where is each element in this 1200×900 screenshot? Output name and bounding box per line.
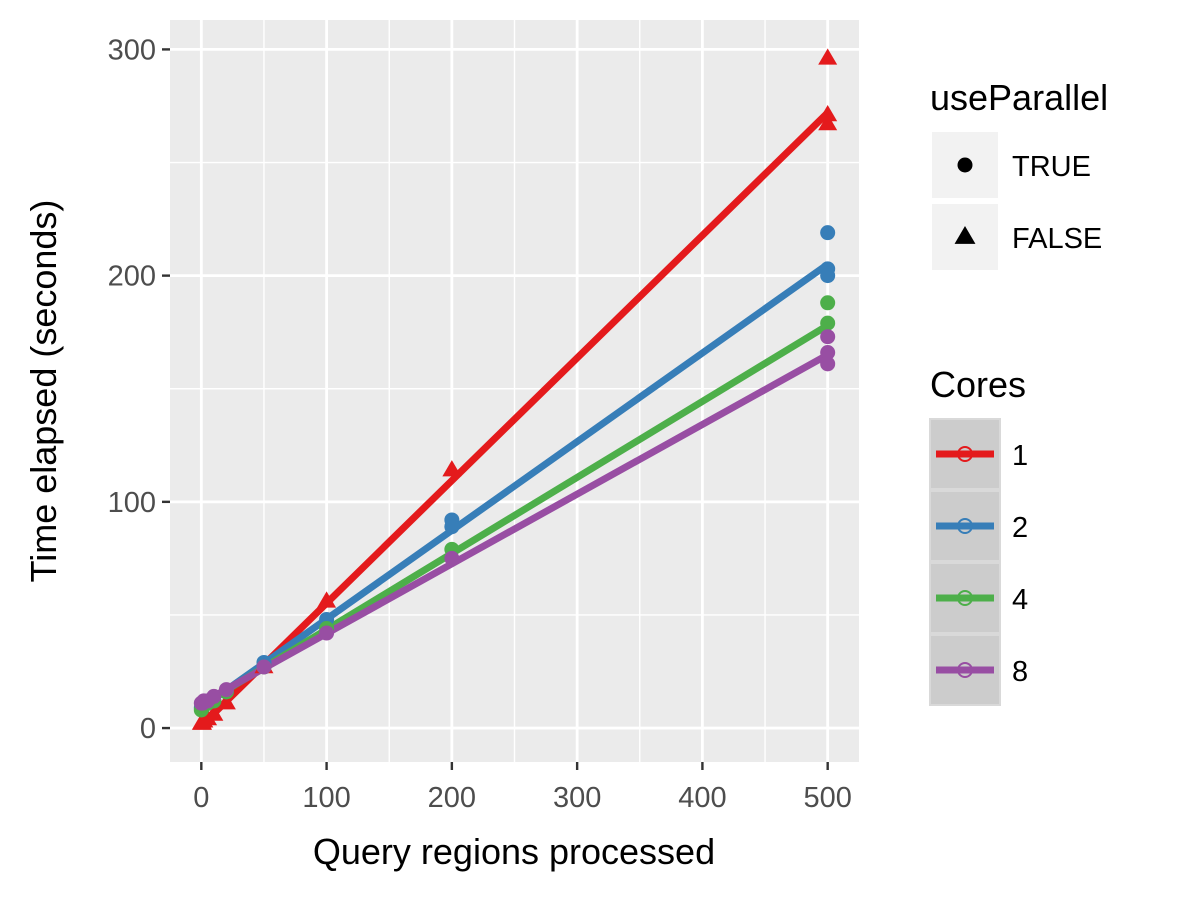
x-tick-label: 0: [193, 782, 209, 814]
point-cores-8: [820, 329, 836, 345]
point-cores-1: [204, 704, 224, 721]
legend-label-cores-4: 4: [1012, 584, 1028, 616]
minor-grid: [170, 20, 859, 762]
point-cores-8: [206, 688, 222, 704]
point-cores-8: [820, 356, 836, 372]
y-tick-label: 200: [108, 261, 156, 293]
y-tick-label: 100: [108, 487, 156, 519]
legend-label-false: FALSE: [1012, 223, 1102, 255]
legend-title-cores: Cores: [930, 364, 1026, 405]
legend: useParallel TRUE FALSE Cores 1 2 4 8: [929, 77, 1108, 706]
x-tick-label: 100: [302, 782, 350, 814]
legend-label-cores-1: 1: [1012, 440, 1028, 472]
point-cores-8: [444, 550, 460, 566]
fit-line-cores-8: [199, 351, 830, 707]
x-tick-label: 500: [803, 782, 851, 814]
axis-ticks: [162, 48, 829, 770]
legend-label-cores-2: 2: [1012, 512, 1028, 544]
y-tick-label: 300: [108, 34, 156, 66]
tick-labels: 0 100 200 300 400 500 0 100 200 300: [108, 34, 852, 814]
point-cores-2: [820, 268, 836, 284]
x-tick-label: 200: [428, 782, 476, 814]
data-points: [191, 48, 838, 730]
fit-line-cores-2: [199, 261, 830, 711]
point-cores-1: [818, 105, 838, 122]
fit-line-cores-1: [198, 110, 831, 729]
point-cores-1: [818, 114, 838, 131]
x-axis-title: Query regions processed: [313, 831, 715, 872]
fit-lines: [198, 110, 831, 729]
legend-key-circle: [957, 662, 973, 678]
x-tick-label: 400: [678, 782, 726, 814]
point-cores-1: [818, 48, 838, 65]
y-tick-label: 0: [140, 713, 156, 745]
point-cores-2: [444, 519, 460, 535]
legend-key-circle: [957, 157, 973, 173]
point-cores-2: [820, 225, 836, 241]
legend-label-true: TRUE: [1012, 151, 1091, 183]
point-cores-8: [218, 682, 234, 698]
legend-key-circle: [957, 518, 973, 534]
legend-label-cores-8: 8: [1012, 656, 1028, 688]
legend-title-useparallel: useParallel: [930, 77, 1108, 118]
legend-key-circle: [957, 446, 973, 462]
y-axis-title: Time elapsed (seconds): [23, 200, 64, 583]
point-cores-1: [442, 460, 462, 477]
point-cores-4: [820, 295, 836, 311]
legend-key-circle: [957, 590, 973, 606]
point-cores-1: [216, 693, 236, 710]
point-cores-8: [820, 345, 836, 361]
point-cores-8: [319, 625, 335, 641]
point-cores-1: [317, 591, 337, 608]
point-cores-8: [256, 659, 272, 675]
point-cores-4: [820, 315, 836, 331]
legend-key-triangle: [954, 226, 976, 244]
x-tick-label: 300: [553, 782, 601, 814]
